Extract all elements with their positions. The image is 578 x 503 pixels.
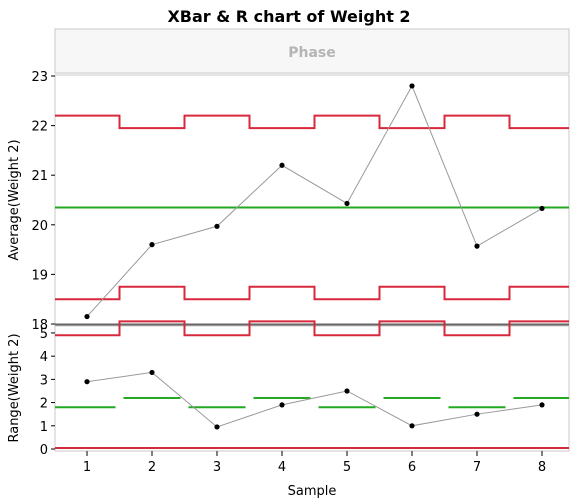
phase-header [54, 28, 570, 74]
xbar-y-tick-label: 20 [31, 219, 48, 234]
range-point [214, 424, 220, 430]
xbar-y-tick-label: 22 [31, 120, 48, 135]
range-plot-frame [54, 325, 570, 452]
xbar-point [84, 313, 90, 320]
xbar-point [474, 243, 480, 249]
xbar-lcl-line [55, 285, 569, 301]
xbar-series-layer [55, 83, 569, 320]
xbar-y-tick-label: 23 [31, 70, 48, 85]
range-ucl-line [55, 320, 569, 337]
phase-label: Phase [288, 45, 336, 61]
xbar-y-tick-label: 18 [31, 318, 48, 333]
x-tick-label: 6 [408, 460, 416, 475]
x-tick-label: 4 [278, 460, 286, 475]
x-axis-label: Sample [288, 484, 337, 499]
xbar-point [344, 200, 350, 207]
x-tick-label: 8 [538, 460, 546, 475]
chart-title: XBar & R chart of Weight 2 [167, 7, 410, 26]
range-point [539, 402, 545, 408]
x-tick-label: 2 [148, 460, 156, 475]
range-point [279, 402, 285, 408]
xbar-point [214, 223, 220, 229]
xbar-ucl-line [55, 114, 569, 130]
range-point [149, 369, 155, 376]
xbar-point [279, 162, 285, 168]
xbar-y-tick-label: 19 [31, 268, 48, 283]
xbar-y-axis-label: Average(Weight 2) [7, 139, 22, 260]
range-y-tick-label: 1 [40, 420, 48, 435]
xbar-point [409, 83, 415, 89]
range-point [84, 379, 90, 385]
range-y-tick-label: 5 [40, 327, 48, 342]
x-tick-label: 5 [343, 460, 351, 475]
range-point [344, 388, 350, 394]
xbar-y-tick-label: 21 [31, 169, 48, 184]
range-y-tick-label: 0 [40, 443, 48, 458]
range-y-axis-label: Range(Weight 2) [7, 333, 22, 442]
xbar-point [539, 205, 545, 212]
range-data-line [86, 371, 543, 428]
xbar-data-line [86, 84, 543, 317]
x-tick-label: 7 [473, 460, 481, 475]
xbar-point [149, 242, 155, 248]
range-y-tick-label: 4 [40, 350, 48, 365]
range-point [409, 423, 415, 429]
x-tick-label: 1 [83, 460, 91, 475]
range-y-tick-label: 2 [40, 397, 48, 412]
range-y-tick-label: 3 [40, 373, 48, 388]
x-tick-label: 3 [213, 460, 221, 475]
range-point [474, 411, 480, 417]
range-series-layer [55, 320, 569, 449]
